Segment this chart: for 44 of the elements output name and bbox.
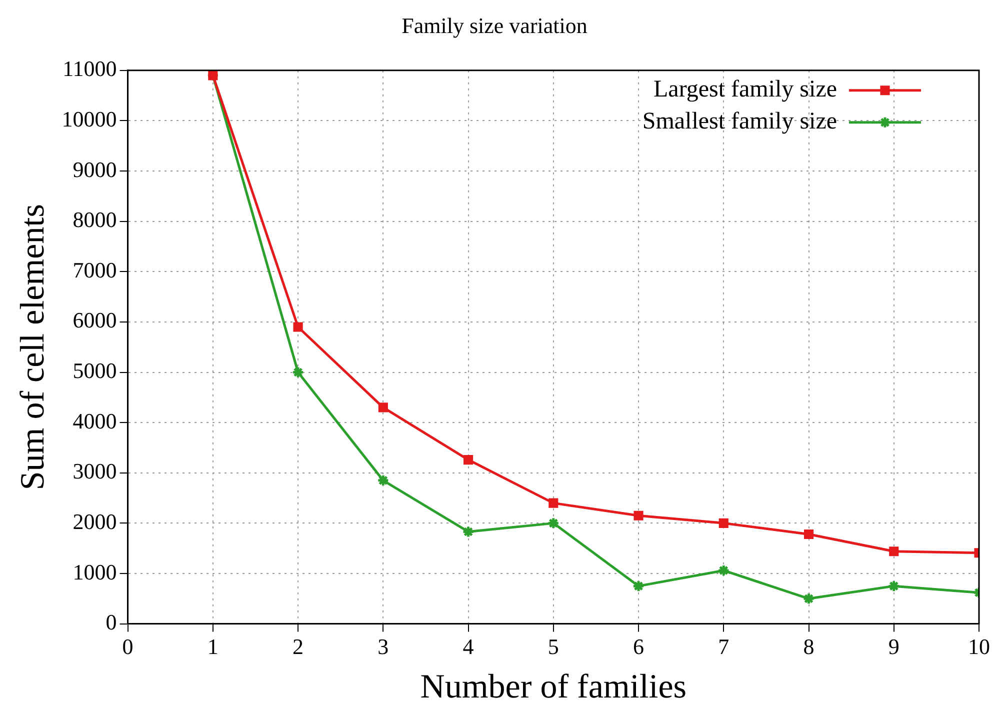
y-tick-label: 7000	[72, 257, 117, 282]
y-tick-label: 11000	[62, 56, 117, 82]
x-tick-label: 0	[122, 634, 134, 659]
y-tick-label: 2000	[72, 508, 117, 534]
point	[548, 498, 558, 508]
y-tick-label: 8000	[72, 207, 117, 232]
point	[888, 580, 900, 592]
point	[463, 455, 474, 465]
x-axis-title: Number of families	[420, 668, 687, 706]
point	[802, 592, 816, 605]
y-tick-label: 6000	[72, 308, 117, 333]
legend-label: Smallest family size	[642, 108, 837, 135]
y-tick-label: 5000	[72, 358, 117, 384]
point	[632, 580, 645, 592]
point	[804, 529, 814, 540]
x-tick-label: 9	[888, 634, 900, 659]
x-tick-label: 3	[378, 634, 389, 659]
y-tick-label: 9000	[72, 156, 117, 182]
chart-title: Family size variation	[402, 12, 588, 38]
point	[634, 510, 644, 520]
y-tick-label: 3000	[72, 458, 117, 484]
point	[292, 366, 304, 379]
y-tick-label: 4000	[72, 408, 117, 434]
point	[293, 322, 303, 332]
x-tick-label: 6	[633, 634, 644, 659]
point	[378, 402, 388, 412]
point	[718, 518, 728, 528]
x-tick-label: 10	[968, 634, 990, 659]
point	[717, 564, 730, 577]
x-tick-label: 1	[207, 634, 218, 659]
x-tick-label: 7	[718, 634, 730, 659]
y-tick-label: 1000	[72, 559, 117, 584]
legend-label: Largest family size	[654, 76, 837, 103]
point	[462, 525, 475, 538]
x-tick-label: 8	[803, 634, 814, 659]
x-tick-label: 2	[292, 634, 304, 659]
y-axis-title: Sum of cell elements	[14, 204, 52, 490]
y-tick-label: 0	[106, 610, 117, 635]
point	[889, 546, 899, 556]
point	[547, 516, 560, 530]
x-tick-label: 4	[462, 634, 474, 659]
point	[376, 474, 390, 487]
y-tick-label: 10000	[62, 106, 117, 132]
x-tick-label: 5	[548, 634, 559, 659]
